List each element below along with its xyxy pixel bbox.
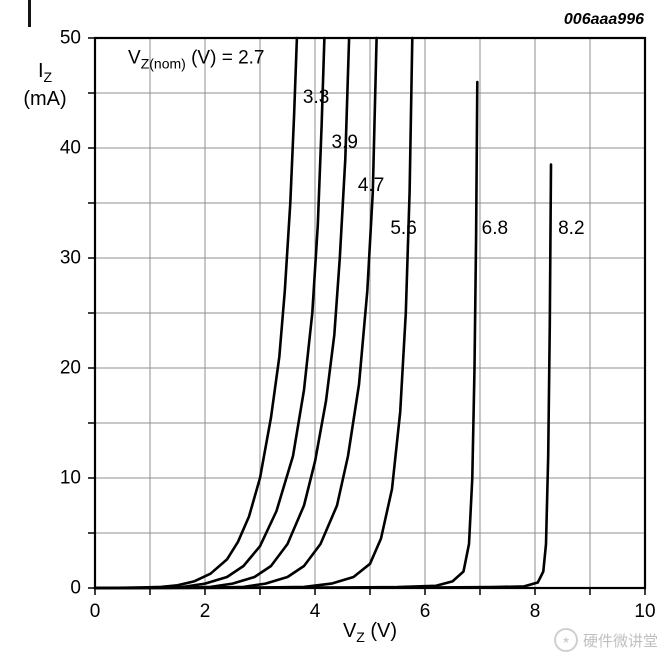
y-tick-label: 20 [60,358,81,379]
y-tick-label: 40 [60,138,81,159]
plot-border [93,36,647,590]
y-tick-label: 50 [60,28,81,49]
curve-6.8 [93,80,479,590]
watermark-logo-icon: ★ [553,628,578,652]
x-axis-title: VZ (V) [342,620,398,645]
y-tick-label: 0 [70,578,81,599]
x-tick-label: 4 [310,601,321,622]
curve-label-3.9: 3.9 [332,132,358,153]
y-axis-symbol: IZ [37,60,53,85]
figure-code: 006aaa996 [563,11,644,28]
x-tick-label: 0 [90,601,101,622]
curve-label-8.2: 8.2 [558,218,584,239]
watermark: ★ 硬件微讲堂 [553,628,658,652]
watermark-text: 硬件微讲堂 [582,632,658,650]
curve-label-5.6: 5.6 [390,218,416,239]
y-tick-label: 30 [60,248,81,269]
y-axis-title: IZ (mA) [12,58,78,112]
curve-label-4.7: 4.7 [358,175,384,196]
x-tick-label: 8 [530,601,541,622]
y-axis-unit: (mA) [23,88,67,111]
curve-label-6.8: 6.8 [482,218,508,239]
curve-label-3.3: 3.3 [303,87,329,108]
x-tick-label: 10 [634,601,655,622]
x-tick-label: 2 [200,601,211,622]
y-tick-label: 10 [60,468,81,489]
curve-label-heading: VZ(nom) (V) = 2.7 [128,47,264,71]
crop-artifact-line [28,0,31,27]
x-tick-label: 6 [420,601,431,622]
